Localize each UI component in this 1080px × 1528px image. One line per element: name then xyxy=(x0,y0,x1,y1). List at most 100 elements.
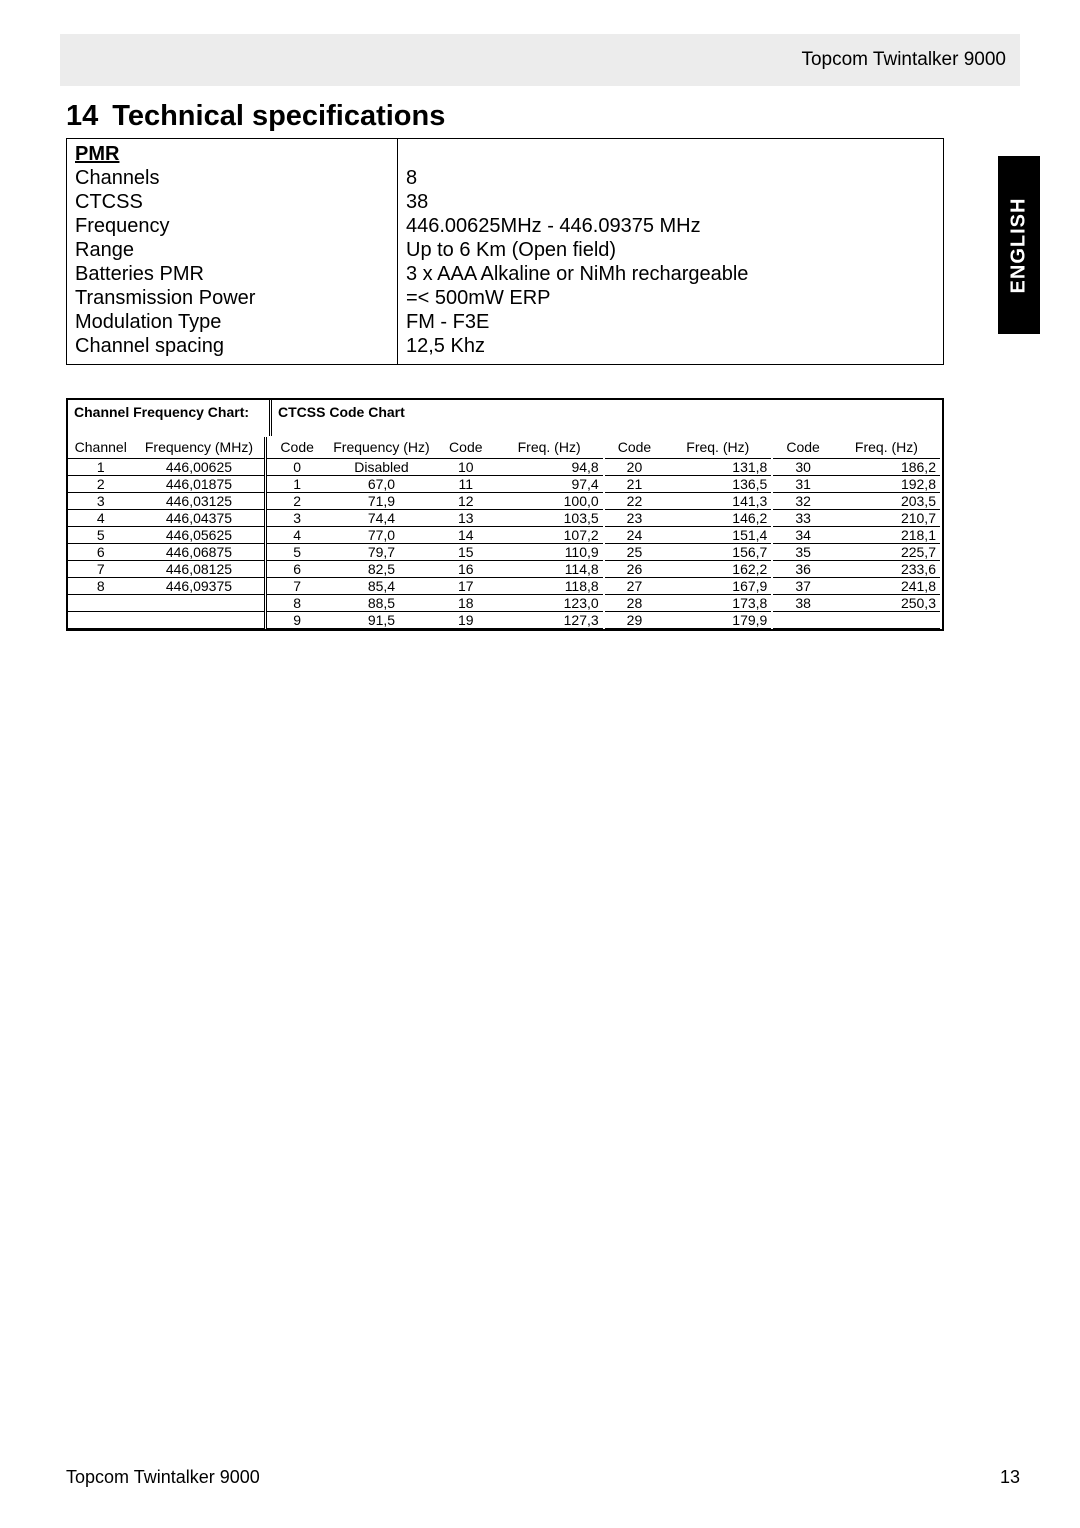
table-cell: 146,2 xyxy=(664,510,771,527)
column-header: Channel xyxy=(68,437,133,459)
table-cell: 71,9 xyxy=(327,493,436,510)
table-cell: 2 xyxy=(267,493,327,510)
table-cell xyxy=(68,612,133,629)
spec-label: Channels xyxy=(75,166,389,190)
table-cell: 446,05625 xyxy=(133,527,264,544)
language-tab-label: ENGLISH xyxy=(1008,197,1031,293)
table-cell: 20 xyxy=(605,459,665,476)
table-cell: 446,08125 xyxy=(133,561,264,578)
section-heading: 14 Technical specifications xyxy=(66,100,445,133)
table-cell: 203,5 xyxy=(833,493,940,510)
table-cell: 4 xyxy=(68,510,133,527)
column-header: Freq. (Hz) xyxy=(496,437,603,459)
table-cell: 0 xyxy=(267,459,327,476)
table-cell: 8 xyxy=(267,595,327,612)
table-cell: 192,8 xyxy=(833,476,940,493)
table-cell: 127,3 xyxy=(496,612,603,629)
table-cell: 114,8 xyxy=(496,561,603,578)
table-cell: 179,9 xyxy=(664,612,771,629)
spec-value: =< 500mW ERP xyxy=(406,286,935,310)
table-cell: 31 xyxy=(773,476,833,493)
table-cell: 19 xyxy=(436,612,496,629)
spec-section-title: PMR xyxy=(75,143,389,166)
table-cell: 16 xyxy=(436,561,496,578)
table-cell: 33 xyxy=(773,510,833,527)
table-cell: 37 xyxy=(773,578,833,595)
table-cell: 210,7 xyxy=(833,510,940,527)
table-cell: 6 xyxy=(68,544,133,561)
table-cell: 23 xyxy=(605,510,665,527)
spec-value: 8 xyxy=(406,166,935,190)
spec-value: 38 xyxy=(406,190,935,214)
table-cell: 103,5 xyxy=(496,510,603,527)
spec-value: FM - F3E xyxy=(406,310,935,334)
table-cell: 156,7 xyxy=(664,544,771,561)
table-cell: 250,3 xyxy=(833,595,940,612)
table-cell: 167,9 xyxy=(664,578,771,595)
table-cell: 94,8 xyxy=(496,459,603,476)
channel-chart-title: Channel Frequency Chart: xyxy=(68,400,269,436)
spec-table: PMR ChannelsCTCSSFrequencyRangeBatteries… xyxy=(66,138,944,365)
spec-label: Frequency xyxy=(75,214,389,238)
column-header: Frequency (MHz) xyxy=(133,437,264,459)
table-cell: 38 xyxy=(773,595,833,612)
table-cell: 77,0 xyxy=(327,527,436,544)
table-cell: 446,04375 xyxy=(133,510,264,527)
table-cell: 5 xyxy=(267,544,327,561)
spec-value: 12,5 Khz xyxy=(406,334,935,358)
table-cell: 25 xyxy=(605,544,665,561)
table-cell: 28 xyxy=(605,595,665,612)
column-header: Frequency (Hz) xyxy=(327,437,436,459)
table-cell: 131,8 xyxy=(664,459,771,476)
table-cell: 74,4 xyxy=(327,510,436,527)
table-cell: 29 xyxy=(605,612,665,629)
table-cell: 107,2 xyxy=(496,527,603,544)
table-cell: 225,7 xyxy=(833,544,940,561)
footer-left: Topcom Twintalker 9000 xyxy=(66,1467,260,1488)
spec-value: 446.00625MHz - 446.09375 MHz xyxy=(406,214,935,238)
table-cell: 6 xyxy=(267,561,327,578)
spec-label: Channel spacing xyxy=(75,334,389,358)
column-header: Code xyxy=(773,437,833,459)
table-cell: 3 xyxy=(68,493,133,510)
table-cell: 136,5 xyxy=(664,476,771,493)
spec-value: Up to 6 Km (Open field) xyxy=(406,238,935,262)
table-cell: 110,9 xyxy=(496,544,603,561)
table-cell: 79,7 xyxy=(327,544,436,561)
table-cell: 1 xyxy=(68,459,133,476)
table-cell: 162,2 xyxy=(664,561,771,578)
table-cell: 241,8 xyxy=(833,578,940,595)
table-cell: 5 xyxy=(68,527,133,544)
table-cell: 10 xyxy=(436,459,496,476)
table-cell: 141,3 xyxy=(664,493,771,510)
table-cell: 36 xyxy=(773,561,833,578)
table-cell: 151,4 xyxy=(664,527,771,544)
column-header: Code xyxy=(267,437,327,459)
section-title: Technical specifications xyxy=(112,100,445,132)
table-cell: 82,5 xyxy=(327,561,436,578)
table-cell: 91,5 xyxy=(327,612,436,629)
table-cell: 118,8 xyxy=(496,578,603,595)
column-header: Freq. (Hz) xyxy=(833,437,940,459)
column-header: Code xyxy=(605,437,665,459)
table-cell: 24 xyxy=(605,527,665,544)
section-number: 14 xyxy=(66,100,98,132)
table-cell: 67,0 xyxy=(327,476,436,493)
table-cell: Disabled xyxy=(327,459,436,476)
table-cell: 1 xyxy=(267,476,327,493)
column-header: Freq. (Hz) xyxy=(664,437,771,459)
table-cell: 4 xyxy=(267,527,327,544)
spec-label: CTCSS xyxy=(75,190,389,214)
language-tab: ENGLISH xyxy=(998,156,1040,334)
spec-label: Batteries PMR xyxy=(75,262,389,286)
spec-label: Modulation Type xyxy=(75,310,389,334)
table-cell: 8 xyxy=(68,578,133,595)
table-cell: 2 xyxy=(68,476,133,493)
table-cell xyxy=(773,612,833,629)
table-cell: 173,8 xyxy=(664,595,771,612)
table-cell: 218,1 xyxy=(833,527,940,544)
table-cell xyxy=(833,612,940,629)
table-cell: 17 xyxy=(436,578,496,595)
table-cell: 233,6 xyxy=(833,561,940,578)
table-cell: 14 xyxy=(436,527,496,544)
